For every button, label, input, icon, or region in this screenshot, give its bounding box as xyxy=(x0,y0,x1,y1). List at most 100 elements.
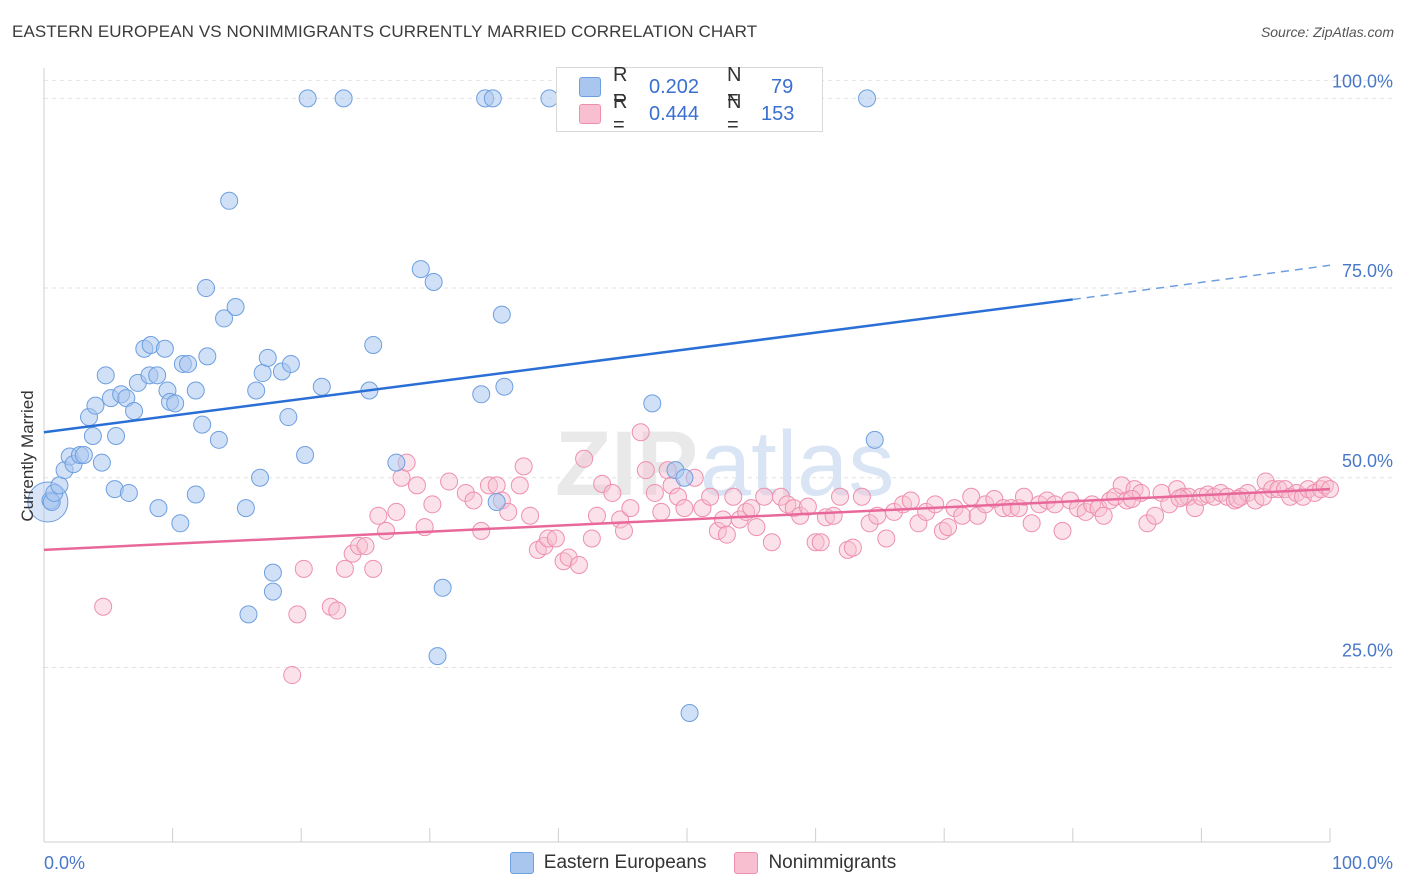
trend-lines xyxy=(43,264,1331,552)
eastern-europeans-point xyxy=(251,468,270,487)
nonimmigrants-point xyxy=(1146,506,1165,525)
legend-item-nonimmigrants[interactable]: Nonimmigrants xyxy=(734,852,896,874)
nonimmigrants-point xyxy=(652,502,671,521)
nonimmigrants-point xyxy=(701,487,720,506)
nonimmigrants-point xyxy=(811,533,830,552)
eastern-europeans-point xyxy=(239,605,258,624)
y-tick-label: 100.0% xyxy=(1332,71,1393,91)
nonimmigrants-point xyxy=(724,487,743,506)
eastern-europeans-trendline xyxy=(43,298,1073,434)
stats-legend: R = 0.202 N = 79 R = 0.444 N = 153 xyxy=(556,64,823,136)
nonimmigrants-point xyxy=(953,506,972,525)
legend-swatch-blue xyxy=(509,852,534,874)
eastern-europeans-point xyxy=(171,514,190,533)
nonimmigrants-point xyxy=(1014,487,1033,506)
eastern-europeans-point xyxy=(387,453,406,472)
eastern-europeans-point xyxy=(215,309,234,328)
eastern-europeans-point xyxy=(155,339,174,358)
nonimmigrants-point xyxy=(798,497,817,516)
nonimmigrants-point xyxy=(784,499,803,518)
x-tick-label-max: 100.0% xyxy=(1332,853,1393,873)
eastern-europeans-point xyxy=(86,396,105,415)
nonimmigrants-point xyxy=(94,597,113,616)
nonimmigrants-point xyxy=(387,502,406,521)
eastern-europeans-point xyxy=(125,401,144,420)
nonimmigrants-point xyxy=(824,506,843,525)
eastern-europeans-point xyxy=(298,89,317,108)
nonimmigrants-point xyxy=(456,483,475,502)
nonimmigrants-point xyxy=(1045,495,1064,514)
eastern-europeans-point xyxy=(428,647,447,666)
nonimmigrants-point xyxy=(603,483,622,502)
legend-row-nonimmigrants: R = 0.444 N = 153 xyxy=(579,91,794,136)
nonimmigrants-point xyxy=(926,495,945,514)
nonimmigrants-point xyxy=(843,538,862,557)
nonimmigrants-point xyxy=(668,487,687,506)
nonimmigrants-point xyxy=(575,449,594,468)
grid-lines xyxy=(44,79,1392,668)
watermark-atlas: atlas xyxy=(700,413,894,515)
y-axis-label: Currently Married xyxy=(18,390,37,521)
nonimmigrants-point xyxy=(1263,480,1282,499)
y-tick-label: 50.0% xyxy=(1342,451,1393,471)
source-label: Source: ZipAtlas.com xyxy=(1260,24,1394,40)
nonimmigrants-point xyxy=(1138,514,1157,533)
nonimmigrants-point xyxy=(328,601,347,620)
nonimmigrants-point xyxy=(487,476,506,495)
nonimmigrants-point xyxy=(472,521,491,540)
y-tick-labels: 25.0% 50.0% 75.0% 100.0% xyxy=(1332,71,1393,660)
nonimmigrants-point xyxy=(539,529,558,548)
nonimmigrants-point xyxy=(1053,521,1072,540)
legend-label: Eastern Europeans xyxy=(543,852,707,873)
nonimmigrants-points xyxy=(94,423,1339,685)
nonimmigrants-point xyxy=(621,499,640,518)
eastern-europeans-point xyxy=(253,364,272,383)
eastern-europeans-point xyxy=(263,582,282,601)
eastern-europeans-point xyxy=(258,348,277,367)
legend-swatch-pink xyxy=(734,852,759,874)
nonimmigrants-point xyxy=(559,548,578,567)
eastern-europeans-point xyxy=(364,335,383,354)
nonimmigrants-point xyxy=(614,521,633,540)
eastern-europeans-point xyxy=(643,394,662,413)
nonimmigrants-point xyxy=(645,483,664,502)
x-tick-label-min: 0.0% xyxy=(44,853,85,873)
eastern-europeans-point xyxy=(433,578,452,597)
y-tick-label: 25.0% xyxy=(1342,640,1393,660)
eastern-europeans-point xyxy=(312,377,331,396)
nonimmigrants-point xyxy=(636,461,655,480)
legend-n-label: N = xyxy=(727,64,742,109)
nonimmigrants-point xyxy=(514,457,533,476)
nonimmigrants-point xyxy=(1094,506,1113,525)
nonimmigrants-point xyxy=(464,491,483,510)
x-ticks xyxy=(172,828,1331,842)
eastern-europeans-point xyxy=(411,260,430,279)
legend-n-label: N = xyxy=(727,91,742,136)
nonimmigrants-point xyxy=(747,518,766,537)
eastern-europeans-point xyxy=(487,493,506,512)
nonimmigrants-point xyxy=(708,521,727,540)
eastern-europeans-point xyxy=(424,272,443,291)
eastern-europeans-point xyxy=(483,89,502,108)
legend-r-value: 0.444 xyxy=(649,102,700,125)
series-legend: Eastern Europeans Nonimmigrants xyxy=(0,852,1406,874)
nonimmigrants-point xyxy=(521,506,540,525)
legend-swatch-blue xyxy=(579,77,601,97)
nonimmigrants-point xyxy=(350,537,369,556)
y-tick-label: 75.0% xyxy=(1342,261,1393,281)
nonimmigrants-point xyxy=(806,533,825,552)
eastern-europeans-point xyxy=(149,499,168,518)
legend-item-eastern-europeans[interactable]: Eastern Europeans xyxy=(509,852,707,874)
nonimmigrants-point xyxy=(1185,499,1204,518)
eastern-europeans-point xyxy=(92,453,111,472)
nonimmigrants-point xyxy=(377,521,396,540)
eastern-europeans-point xyxy=(198,347,217,366)
nonimmigrants-point xyxy=(479,476,498,495)
nonimmigrants-point xyxy=(356,537,375,556)
eastern-europeans-point xyxy=(166,394,185,413)
nonimmigrants-point xyxy=(283,666,302,685)
nonimmigrants-point xyxy=(762,533,781,552)
legend-r-label: R = xyxy=(613,64,628,109)
nonimmigrants-point xyxy=(582,529,601,548)
nonimmigrants-point xyxy=(1022,514,1041,533)
